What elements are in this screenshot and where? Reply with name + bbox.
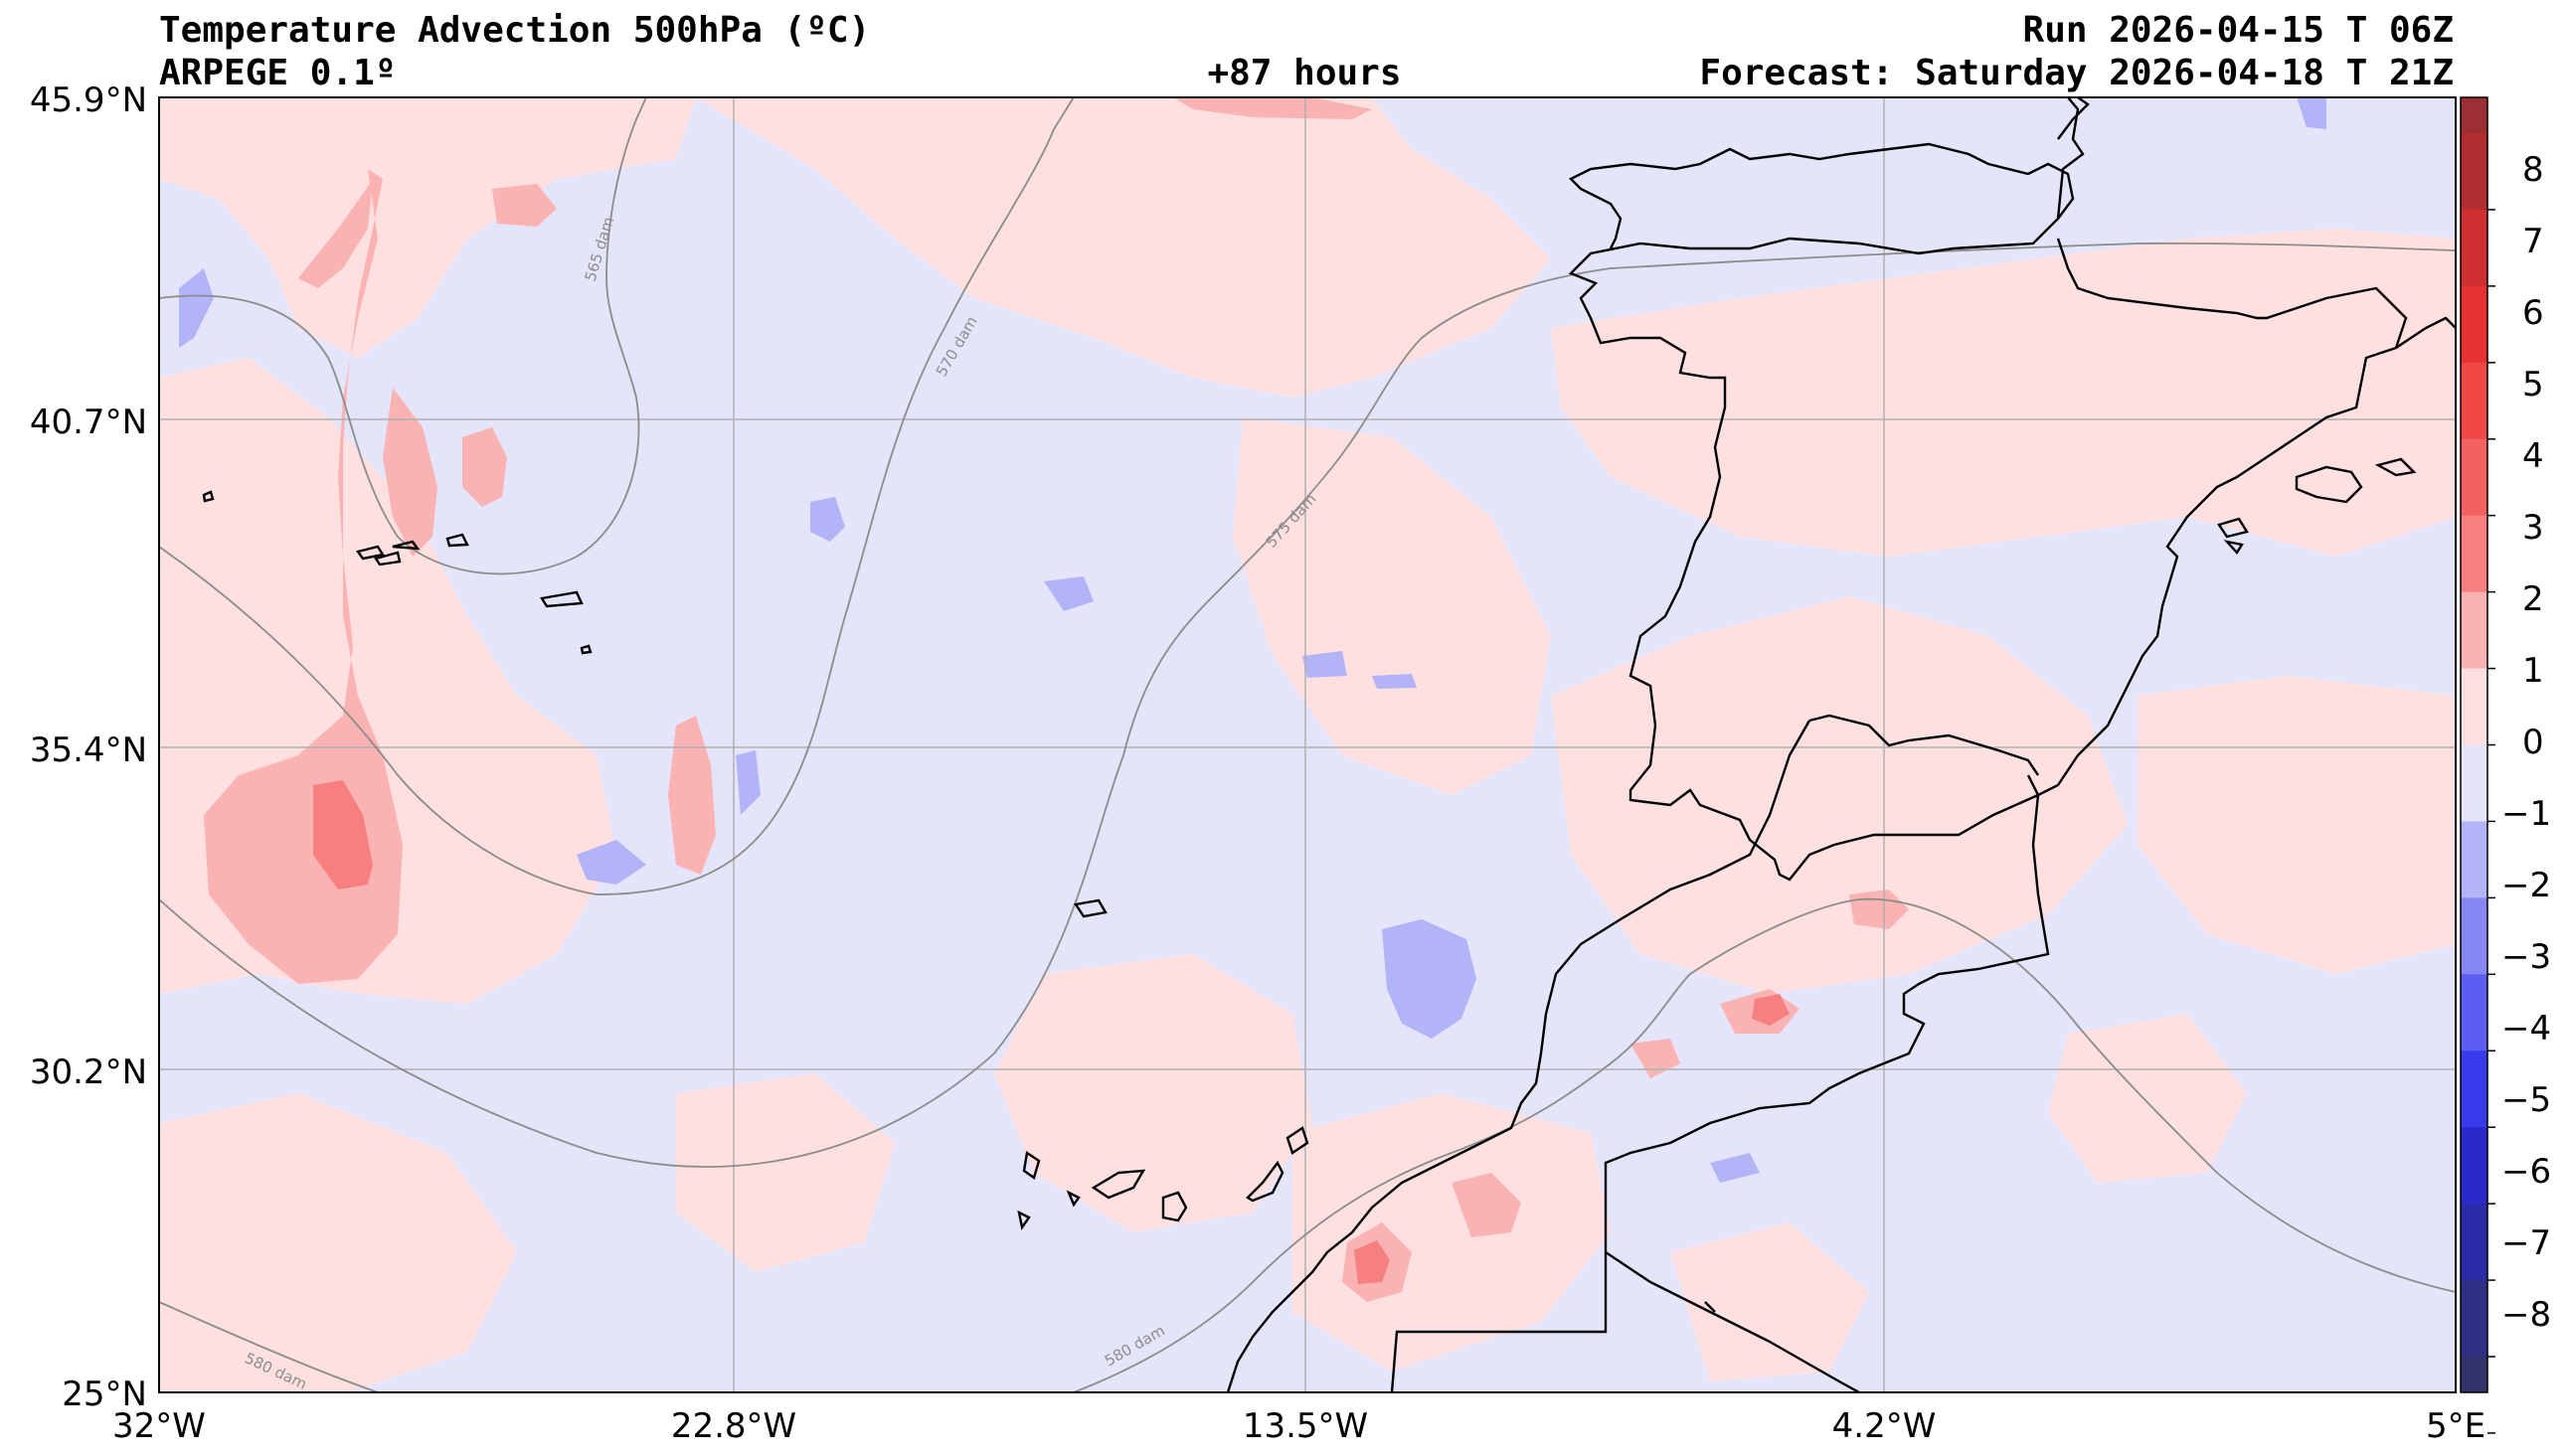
colorbar-bands <box>2461 97 2487 1393</box>
colorbar-tick-label: −6 <box>2501 1152 2551 1192</box>
colorbar-band <box>2461 209 2487 287</box>
lat-label: 40.7°N <box>30 403 147 442</box>
colorbar-tick-label: 6 <box>2522 293 2544 333</box>
lat-label: 45.9°N <box>30 81 147 120</box>
colorbar-labels: 8 7 6 5 4 3 2 1 0 −1 −2 −3 −4 −5 −6 −7 −… <box>2501 150 2551 1335</box>
cool-advection-cores <box>179 97 2326 1183</box>
colorbar-band <box>2461 1357 2487 1393</box>
colorbar-tick-label: −2 <box>2501 866 2551 905</box>
lat-label: 25°N <box>62 1375 147 1414</box>
lon-label: 22.8°W <box>671 1406 796 1446</box>
colorbar-band <box>2461 744 2487 822</box>
map-plot: 565 dam 570 dam 575 dam 580 dam 580 dam <box>159 97 2456 1392</box>
colorbar-band <box>2461 1051 2487 1128</box>
colorbar-tick-label: 7 <box>2522 222 2544 261</box>
lon-label: 4.2°W <box>1832 1406 1937 1446</box>
forecast-label: Forecast: Saturday 2026-04-18 T 21Z <box>1699 53 2454 93</box>
colorbar-band <box>2461 1280 2487 1358</box>
colorbar-tick-label: −8 <box>2501 1295 2551 1335</box>
colorbar-tick-label: 3 <box>2522 508 2544 548</box>
colorbar-tick-label: −4 <box>2501 1009 2551 1049</box>
lat-label: 30.2°N <box>30 1052 147 1092</box>
iberia-coastline <box>1568 97 2408 882</box>
colorbar-tick-label: −3 <box>2501 937 2551 977</box>
colorbar-tick-label: −1 <box>2501 794 2551 834</box>
colorbar-band <box>2461 821 2487 898</box>
lat-label: 35.4°N <box>30 730 147 770</box>
colorbar-band <box>2461 668 2487 745</box>
lon-label: 32°W <box>112 1406 206 1446</box>
colorbar-ticks <box>2487 209 2495 1434</box>
model-label: ARPEGE 0.1º <box>159 53 396 93</box>
latitude-labels: 45.9°N 40.7°N 35.4°N 30.2°N 25°N <box>30 81 147 1414</box>
colorbar-tick-label: 1 <box>2522 651 2544 691</box>
colorbar-tick-label: 5 <box>2522 365 2544 404</box>
colorbar-tick-label: 2 <box>2522 579 2544 619</box>
colorbar-band <box>2461 133 2487 211</box>
colorbar-tick-label: 4 <box>2522 436 2544 476</box>
colorbar-tick-label: 8 <box>2522 150 2544 190</box>
coastlines <box>202 97 2456 1392</box>
warm-advection-cores <box>204 97 1909 1302</box>
colorbar-band <box>2461 285 2487 364</box>
colorbar-band <box>2461 1204 2487 1281</box>
colorbar-band <box>2461 515 2487 593</box>
colorbar-band <box>2461 591 2487 670</box>
colorbar-band <box>2461 438 2487 517</box>
lon-label: 5°E <box>2426 1406 2485 1446</box>
colorbar-band <box>2461 897 2487 975</box>
colorbar-tick-label: 0 <box>2522 723 2544 762</box>
africa-coastline <box>1226 720 1811 1392</box>
colorbar-tick-label: −5 <box>2501 1080 2551 1120</box>
colorbar-band <box>2461 1127 2487 1205</box>
lon-label: 13.5°W <box>1243 1406 1368 1446</box>
colorbar: 8 7 6 5 4 3 2 1 0 −1 −2 −3 −4 −5 −6 −7 −… <box>2460 96 2551 1434</box>
isohypse-lines <box>159 97 2456 1392</box>
longitude-labels: 32°W 22.8°W 13.5°W 4.2°W 5°E <box>112 1406 2485 1446</box>
colorbar-tick-label: −7 <box>2501 1223 2551 1263</box>
colorbar-band <box>2461 974 2487 1052</box>
colorbar-band <box>2461 362 2487 440</box>
colorbar-band <box>2461 97 2487 134</box>
chart-title: Temperature Advection 500hPa (ºC) <box>159 10 870 51</box>
run-label: Run 2026-04-15 T 06Z <box>2023 10 2454 51</box>
warm-advection-maxima <box>313 780 1790 1284</box>
map-frame <box>158 96 2457 1393</box>
graticule <box>159 97 2456 1392</box>
lead-time-label: +87 hours <box>1207 53 1401 93</box>
